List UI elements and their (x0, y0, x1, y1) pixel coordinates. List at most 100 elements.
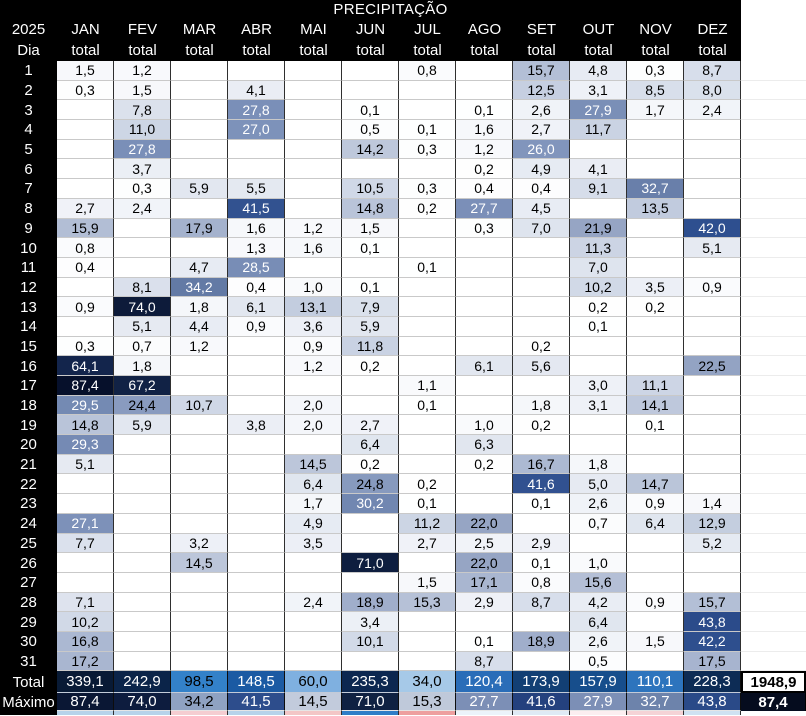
partial-row-cell[interactable] (570, 711, 627, 716)
precip-cell[interactable] (285, 198, 342, 219)
day-number-cell[interactable]: 21 (0, 454, 57, 475)
precip-cell[interactable]: 27,9 (570, 100, 627, 121)
precip-cell[interactable]: 8,7 (684, 61, 741, 81)
precip-cell[interactable] (513, 513, 570, 534)
precip-cell[interactable] (285, 612, 342, 632)
precip-cell[interactable]: 1,2 (114, 61, 171, 81)
precip-cell[interactable] (171, 612, 228, 632)
precip-cell[interactable] (171, 198, 228, 219)
precip-cell[interactable]: 5,0 (570, 474, 627, 495)
precip-cell[interactable]: 1,0 (285, 277, 342, 298)
precip-cell[interactable]: 34,2 (171, 277, 228, 298)
precip-cell[interactable]: 2,4 (285, 592, 342, 613)
precip-cell[interactable]: 0,1 (399, 120, 456, 140)
precip-cell[interactable] (513, 238, 570, 258)
precip-cell[interactable]: 0,9 (627, 494, 684, 514)
precip-cell[interactable] (456, 395, 513, 416)
precip-cell[interactable]: 11,3 (570, 238, 627, 258)
precip-cell[interactable] (627, 572, 684, 593)
precip-cell[interactable]: 3,0 (570, 376, 627, 396)
precip-cell[interactable]: 41,6 (513, 474, 570, 495)
precip-cell[interactable] (399, 356, 456, 376)
precip-cell[interactable] (684, 474, 741, 495)
precip-cell[interactable]: 0,9 (228, 316, 285, 337)
precip-cell[interactable]: 0,2 (513, 415, 570, 436)
month-max-cell[interactable]: 87,4 (57, 693, 114, 712)
precip-cell[interactable] (399, 159, 456, 180)
precip-cell[interactable]: 15,3 (399, 592, 456, 613)
precip-cell[interactable]: 12,5 (513, 80, 570, 101)
precip-cell[interactable] (627, 316, 684, 337)
precip-cell[interactable] (684, 454, 741, 475)
day-number-cell[interactable]: 3 (0, 100, 57, 121)
precip-cell[interactable]: 1,6 (285, 238, 342, 258)
precip-cell[interactable] (114, 533, 171, 554)
precip-cell[interactable]: 11,7 (570, 120, 627, 140)
precip-cell[interactable]: 0,2 (513, 336, 570, 357)
precip-cell[interactable]: 5,9 (342, 316, 399, 337)
precip-cell[interactable]: 2,7 (399, 533, 456, 554)
month-header-out[interactable]: OUT (570, 18, 627, 40)
precip-cell[interactable]: 1,6 (456, 120, 513, 140)
precip-cell[interactable] (228, 494, 285, 514)
precip-cell[interactable] (399, 612, 456, 632)
precip-cell[interactable]: 5,1 (57, 454, 114, 475)
partial-row-cell[interactable] (114, 711, 171, 716)
precip-cell[interactable]: 8,5 (627, 80, 684, 101)
precip-cell[interactable] (399, 277, 456, 298)
precip-cell[interactable]: 13,5 (627, 198, 684, 219)
precip-cell[interactable] (456, 316, 513, 337)
precip-cell[interactable]: 2,0 (285, 415, 342, 436)
precip-cell[interactable]: 4,8 (570, 61, 627, 81)
precip-cell[interactable] (684, 179, 741, 199)
month-header-mai[interactable]: MAI (285, 18, 342, 40)
precip-cell[interactable]: 1,6 (228, 218, 285, 239)
precip-cell[interactable]: 0,4 (228, 277, 285, 298)
precip-cell[interactable] (570, 336, 627, 357)
precip-cell[interactable] (399, 297, 456, 317)
precip-cell[interactable] (285, 100, 342, 121)
precip-cell[interactable]: 7,0 (513, 218, 570, 239)
precip-cell[interactable] (114, 474, 171, 495)
precip-cell[interactable]: 0,7 (114, 336, 171, 357)
total-subheader-jul[interactable]: total (399, 40, 456, 61)
precip-cell[interactable]: 10,2 (57, 612, 114, 632)
precip-cell[interactable]: 15,9 (57, 218, 114, 239)
precip-cell[interactable]: 2,7 (513, 120, 570, 140)
precip-cell[interactable] (627, 651, 684, 672)
precip-cell[interactable] (114, 435, 171, 455)
precip-cell[interactable]: 27,8 (114, 139, 171, 160)
precip-cell[interactable] (627, 553, 684, 573)
precip-cell[interactable]: 7,1 (57, 592, 114, 613)
precip-cell[interactable] (114, 572, 171, 593)
day-number-cell[interactable]: 16 (0, 356, 57, 376)
day-number-cell[interactable]: 31 (0, 651, 57, 672)
precip-cell[interactable] (285, 80, 342, 101)
precip-cell[interactable] (570, 415, 627, 436)
day-number-cell[interactable]: 9 (0, 218, 57, 239)
precip-cell[interactable] (684, 120, 741, 140)
day-number-cell[interactable]: 6 (0, 159, 57, 180)
precip-cell[interactable] (627, 612, 684, 632)
precip-cell[interactable] (285, 179, 342, 199)
precip-cell[interactable] (399, 415, 456, 436)
precip-cell[interactable]: 1,4 (684, 494, 741, 514)
precip-cell[interactable]: 0,2 (627, 297, 684, 317)
precip-cell[interactable]: 1,5 (399, 572, 456, 593)
precip-cell[interactable] (342, 513, 399, 534)
precip-cell[interactable] (399, 80, 456, 101)
precip-cell[interactable]: 8,1 (114, 277, 171, 298)
month-header-jan[interactable]: JAN (57, 18, 114, 40)
month-total-cell[interactable]: 98,5 (171, 671, 228, 694)
precip-cell[interactable]: 0,1 (399, 395, 456, 416)
precip-cell[interactable] (684, 139, 741, 160)
precip-cell[interactable] (513, 257, 570, 278)
precip-cell[interactable]: 3,7 (114, 159, 171, 180)
precip-cell[interactable] (684, 376, 741, 396)
month-max-cell[interactable]: 27,9 (570, 693, 627, 712)
precip-cell[interactable] (456, 494, 513, 514)
precip-cell[interactable]: 5,2 (684, 533, 741, 554)
precip-cell[interactable] (171, 631, 228, 652)
precip-cell[interactable] (57, 494, 114, 514)
precip-cell[interactable]: 2,0 (285, 395, 342, 416)
